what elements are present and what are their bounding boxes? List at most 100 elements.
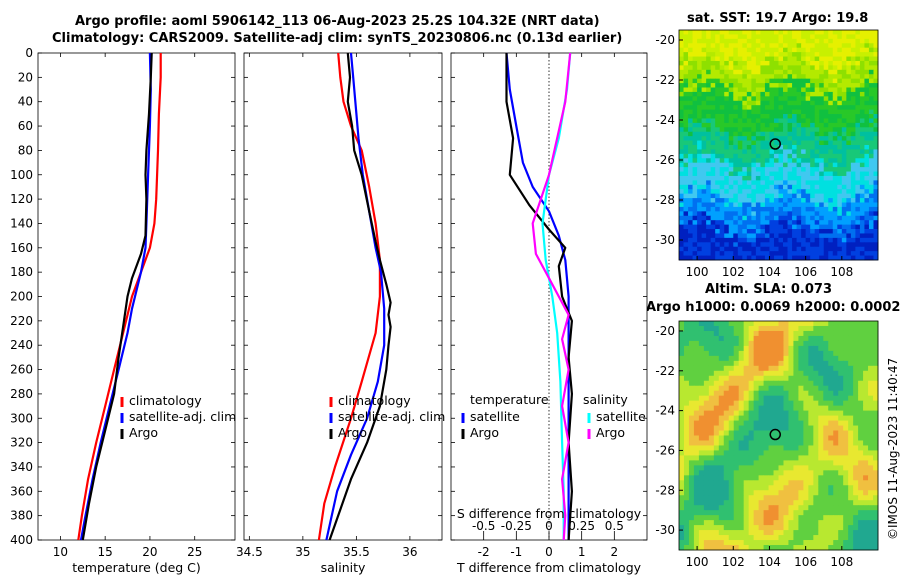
sst-map-cell xyxy=(764,167,770,172)
sst-map-cell xyxy=(679,211,684,217)
sla-map-cell xyxy=(768,385,774,392)
sla-map-cell xyxy=(793,495,799,501)
sla-map-cell xyxy=(793,505,799,511)
sla-map-cell xyxy=(788,335,794,342)
sst-map-cell xyxy=(783,246,788,252)
sst-map-cell xyxy=(823,60,829,66)
sla-map-cell xyxy=(848,405,854,412)
sst-map-cell xyxy=(728,96,734,102)
sst-map-cell xyxy=(701,255,707,261)
sla-map-cell xyxy=(693,330,700,337)
sst-map-cell xyxy=(706,131,712,137)
sla-map-cell xyxy=(798,380,804,387)
sla-map-cell xyxy=(728,450,735,456)
sla-map-cell xyxy=(698,375,705,382)
sla-map-cell xyxy=(718,465,725,471)
sst-map-cell xyxy=(706,105,712,111)
sst-map-cell xyxy=(697,114,703,119)
sla-map-cell xyxy=(863,510,869,516)
sst-map-cell xyxy=(864,91,870,97)
sst-map-cell xyxy=(769,127,775,133)
sst-map-cell xyxy=(773,189,779,195)
sla-map-cell xyxy=(818,545,824,551)
sst-map-cell xyxy=(679,175,684,181)
sla-map-cell xyxy=(833,455,839,461)
sst-map-cell xyxy=(855,34,861,40)
sla-map-cell xyxy=(733,321,740,327)
sst-map-cell xyxy=(746,43,752,49)
sst-map-cell xyxy=(755,91,761,97)
sst-map-cell xyxy=(697,237,703,243)
sla-map-cell xyxy=(803,510,809,516)
sla-map-xtick-label: 106 xyxy=(794,555,817,569)
sst-map-cell xyxy=(868,215,874,221)
difference-xtick-label: 0 xyxy=(545,545,553,559)
sst-map-cell xyxy=(724,229,730,234)
sst-map-cell xyxy=(814,78,820,84)
sla-map-cell xyxy=(778,330,784,337)
sst-map-cell xyxy=(755,193,761,199)
sst-map-cell xyxy=(710,140,716,146)
sla-map-cell xyxy=(738,395,745,402)
sla-map-cell xyxy=(733,395,740,402)
sst-map-cell xyxy=(683,47,689,53)
sst-map-cell xyxy=(769,34,775,40)
sla-map-cell xyxy=(748,330,755,337)
sst-map-cell xyxy=(715,74,721,80)
sla-map-cell xyxy=(768,360,774,367)
sla-map-cell xyxy=(788,485,794,491)
sla-map-cell xyxy=(873,385,879,392)
sla-map-cell xyxy=(679,430,685,436)
sst-map-cell xyxy=(755,237,761,243)
sst-map-cell xyxy=(778,136,784,141)
sla-map-cell xyxy=(828,435,834,441)
sla-map-cell xyxy=(693,490,700,496)
sst-map-cell xyxy=(787,211,793,217)
sst-map-cell xyxy=(683,69,689,75)
sst-map-cell xyxy=(810,193,816,199)
sst-map-cell xyxy=(746,105,752,111)
sla-map-cell xyxy=(713,455,720,461)
sst-map-cell xyxy=(841,202,847,208)
sla-map-cell xyxy=(679,321,685,327)
sla-map-cell xyxy=(808,345,814,352)
sst-map-cell xyxy=(841,224,847,230)
sla-map-cell xyxy=(863,455,869,461)
sst-map-xtick-label: 106 xyxy=(794,265,817,279)
sla-map-cell xyxy=(853,460,859,466)
sla-map-cell xyxy=(838,405,844,412)
sst-map-cell xyxy=(832,30,838,35)
sla-map-cell xyxy=(858,355,864,362)
sla-map-cell xyxy=(793,325,799,332)
sst-map-cell xyxy=(701,149,707,155)
sla-map-cell xyxy=(843,470,849,476)
sla-map-cell xyxy=(853,480,859,486)
sst-map-cell xyxy=(801,78,807,84)
sst-map-cell xyxy=(868,105,874,111)
sst-map-cell xyxy=(688,140,693,146)
depth-tick-label: 300 xyxy=(10,411,33,425)
sla-map-cell xyxy=(679,370,685,377)
sla-map-cell xyxy=(698,535,705,541)
sst-map-cell xyxy=(746,83,752,88)
sst-map-cell xyxy=(679,171,684,177)
sla-map-cell xyxy=(763,400,769,407)
sst-map-cell xyxy=(688,246,693,252)
sla-map-cell xyxy=(763,490,769,496)
sst-map-cell xyxy=(823,189,829,195)
sla-map-cell xyxy=(698,510,705,516)
sst-map-cell xyxy=(710,43,716,49)
sst-map-cell xyxy=(873,229,879,234)
sla-map-cell xyxy=(733,355,740,362)
sla-map-cell xyxy=(738,510,745,516)
sst-map-cell xyxy=(792,202,797,208)
depth-tick-label: 140 xyxy=(10,216,33,230)
sst-map-cell xyxy=(810,189,816,195)
sla-map-cell xyxy=(783,355,789,362)
sst-map-cell xyxy=(760,131,766,137)
sst-map-cell xyxy=(805,184,811,190)
sst-map-cell xyxy=(846,78,852,84)
sla-map-cell xyxy=(718,335,725,342)
sla-map-cell xyxy=(768,370,774,377)
sla-map-cell xyxy=(703,390,710,397)
